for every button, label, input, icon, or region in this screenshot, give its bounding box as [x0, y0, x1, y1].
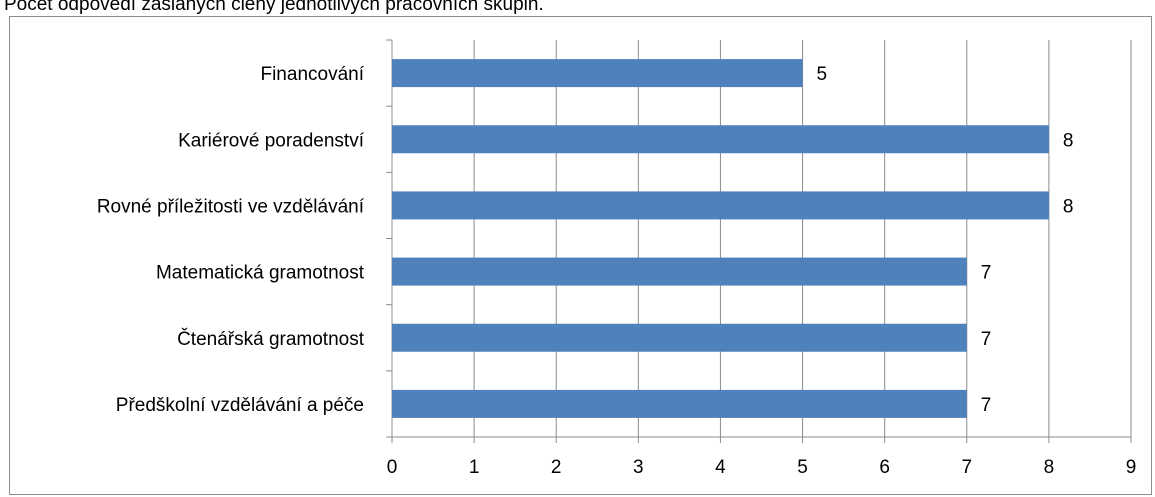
x-tick-label: 5	[797, 457, 808, 478]
x-tick-label: 1	[469, 457, 480, 478]
x-tick-label: 4	[715, 457, 726, 478]
x-tick-label: 7	[961, 457, 972, 478]
category-label: Financování	[260, 64, 364, 85]
category-label: Předškolní vzdělávání a péče	[116, 395, 364, 416]
x-tick-label: 6	[879, 457, 890, 478]
bar	[392, 59, 803, 88]
bar	[392, 389, 967, 418]
data-label: 7	[981, 329, 992, 350]
chart-frame	[9, 16, 1152, 495]
data-label: 8	[1063, 130, 1074, 151]
data-label: 5	[817, 64, 828, 85]
bar	[392, 323, 967, 352]
bar	[392, 257, 967, 286]
category-label: Čtenářská gramotnost	[177, 328, 365, 350]
category-label: Rovné příležitosti ve vzdělávání	[97, 196, 365, 217]
data-label: 8	[1063, 196, 1074, 217]
x-tick-label: 2	[551, 457, 562, 478]
category-label: Kariérové poradenství	[178, 130, 365, 151]
category-label: Matematická gramotnost	[156, 263, 365, 284]
data-label: 7	[981, 395, 992, 416]
x-tick-label: 0	[387, 457, 398, 478]
bar	[392, 191, 1049, 220]
x-tick-label: 8	[1044, 457, 1055, 478]
x-tick-label: 3	[633, 457, 644, 478]
data-label: 7	[981, 263, 992, 284]
bar	[392, 125, 1049, 154]
x-tick-label: 9	[1126, 457, 1137, 478]
chart-title: Počet odpovědí zaslaných členy jednotliv…	[4, 0, 544, 15]
